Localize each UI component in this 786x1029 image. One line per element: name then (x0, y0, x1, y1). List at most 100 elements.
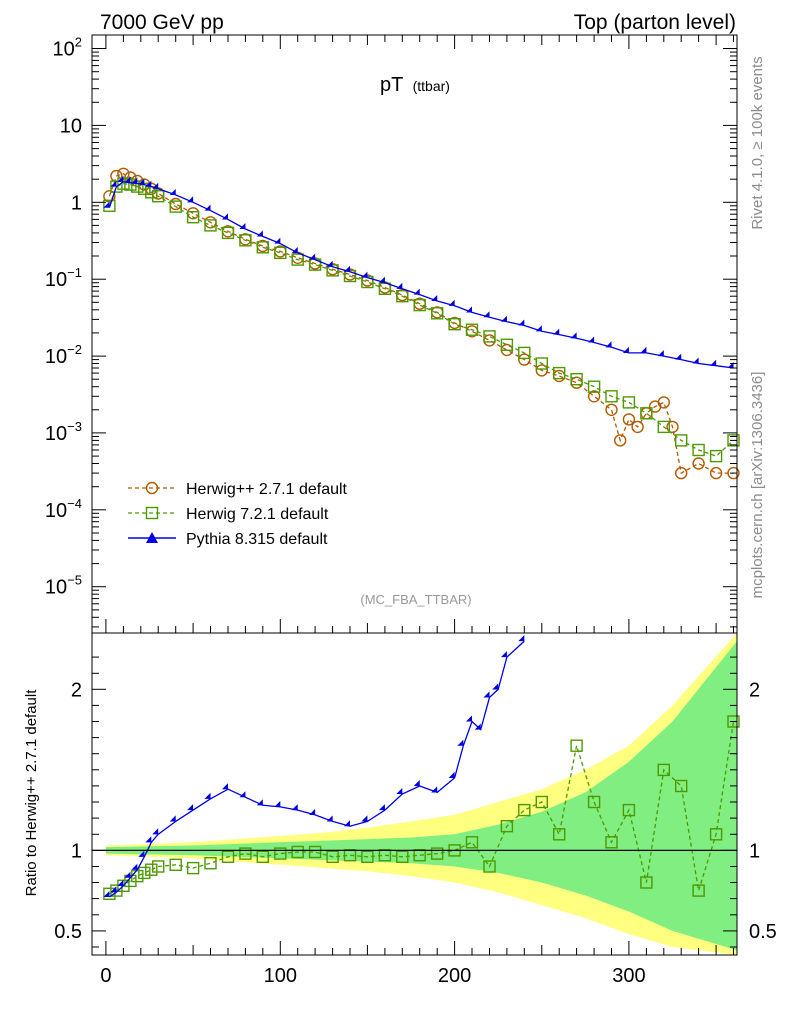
ratio-herwig7-point (465, 836, 479, 849)
main-ytick-label: 10−1 (45, 265, 82, 291)
ratio-pythia-point (169, 815, 176, 822)
main-series-layer (103, 167, 740, 480)
main-herwig7-point (518, 346, 531, 360)
ratio-pythia-point (457, 739, 464, 746)
ratio-herwig7-line (109, 721, 735, 895)
ratio-pythia-point (204, 792, 211, 799)
main-herwigpp-point (169, 197, 182, 211)
main-herwigpp-point (692, 457, 705, 470)
main-herwigpp-point (605, 403, 618, 416)
main-herwigpp-point (631, 420, 644, 434)
main-pythia-point (588, 336, 595, 343)
legend-item-herwigpp: Herwig++ 2.7.1 default (128, 481, 348, 498)
main-pythia-point (344, 265, 351, 272)
ratio-pythia-point (152, 828, 159, 835)
ratio-pythia-point (466, 715, 473, 722)
ratio-band-green (105, 641, 737, 951)
main-pythia-point (448, 299, 455, 306)
ratio-ytick-label-right: 2 (749, 679, 760, 701)
ratio-pythia-point (131, 863, 138, 870)
main-pythia-point (152, 182, 159, 189)
main-ytick-label: 10−2 (45, 342, 82, 368)
main-herwigpp-point (587, 390, 601, 403)
ratio-pythia-point (222, 783, 229, 790)
legend-label-pythia: Pythia 8.315 default (186, 531, 328, 548)
main-pythia-point (361, 271, 368, 278)
main-pythia-point (570, 332, 577, 339)
legend-triangle-marker (146, 532, 158, 543)
main-pythia-point (204, 204, 211, 211)
main-herwigpp-point (622, 413, 636, 426)
main-herwigpp-point (553, 369, 566, 383)
main-herwig7-point (587, 380, 601, 393)
ratio-herwig7-point (692, 884, 705, 897)
ratio-pythia-point (431, 786, 438, 793)
main-ytick-label: 10−5 (45, 573, 82, 599)
main-pythia-point (710, 359, 717, 366)
main-herwig7-point (465, 323, 479, 336)
ratio-herwig7-point (151, 860, 165, 873)
legend-square-marker (145, 506, 159, 520)
ratio-pythia-point (187, 804, 194, 811)
ratio-herwig7-point (483, 860, 496, 873)
main-herwigpp-point (518, 353, 531, 366)
main-herwig7-point (727, 434, 740, 447)
legend-label-herwigpp: Herwig++ 2.7.1 default (186, 481, 348, 498)
main-plot-title-sub: (ttbar) (413, 78, 450, 94)
ratio-herwig7-point (274, 847, 287, 860)
main-herwig7-point (692, 443, 705, 457)
ratio-herwig7-point (640, 876, 653, 889)
ratio-herwig7-point (291, 845, 304, 859)
main-ytick-label: 10 (60, 115, 82, 137)
main-pythia-point (466, 306, 473, 313)
main-herwig7-point (657, 420, 670, 434)
main-herwig7-line (108, 182, 734, 457)
header-right-title: Top (parton level) (574, 11, 736, 34)
ratio-herwig7-point (326, 850, 339, 863)
ratio-herwig7-point (413, 849, 426, 862)
main-pythia-point (640, 346, 647, 353)
legend-item-pythia: Pythia 8.315 default (128, 531, 328, 548)
main-ytick-label: 1 (71, 192, 82, 214)
main-pythia-point (326, 260, 333, 267)
ratio-pythia-point (256, 799, 263, 806)
main-herwig7-point (186, 210, 200, 224)
ratio-pythia-point (483, 691, 490, 698)
ratio-herwig7-point (500, 820, 514, 833)
ratio-pythia-point (124, 871, 131, 878)
main-herwig7-point (622, 396, 636, 409)
main-pythia-point (117, 175, 124, 182)
ratio-herwig7-point (145, 863, 158, 876)
main-pythia-point (110, 180, 117, 187)
main-pythia-point (535, 325, 542, 332)
axes-layer: 102 10 1 10−1 10−2 10−3 10−4 10−5 0 100 200 300 0.5 0… (45, 34, 777, 987)
main-herwig7-point (396, 290, 409, 303)
main-herwig7-point (553, 366, 566, 380)
main-pythia-point (138, 178, 145, 185)
main-herwigpp-point (666, 420, 679, 434)
ratio-pythia-point (117, 879, 124, 886)
ratio-ytick-label-right: 1 (749, 840, 760, 862)
ratio-pythia-point (344, 820, 351, 827)
ratio-frame (91, 632, 738, 956)
ratio-pythia-line (109, 640, 525, 898)
ratio-pythia-point (309, 808, 316, 815)
ratio-herwig7-point (239, 847, 252, 860)
main-pythia-point (187, 196, 194, 203)
ratio-pythia-point (448, 771, 455, 778)
main-pythia-point (131, 177, 138, 184)
ratio-xtick-label: 200 (438, 965, 471, 987)
main-pythia-line (108, 181, 734, 369)
main-herwig7-point (239, 234, 252, 247)
side-label-mcplots: mcplots.cern.ch [arXiv:1306.3436] (749, 372, 766, 599)
main-herwigpp-point (709, 466, 723, 480)
main-pythia-point (291, 246, 298, 253)
main-ytick-label: 102 (53, 35, 82, 61)
main-herwig7-point (291, 253, 304, 266)
main-pythia-point (256, 230, 263, 237)
ratio-pythia-point (413, 780, 420, 787)
ratio-ytick-label-right: 0.5 (749, 921, 777, 943)
ratio-herwig7-point (675, 779, 688, 793)
ratio-pythia-point (326, 815, 333, 822)
